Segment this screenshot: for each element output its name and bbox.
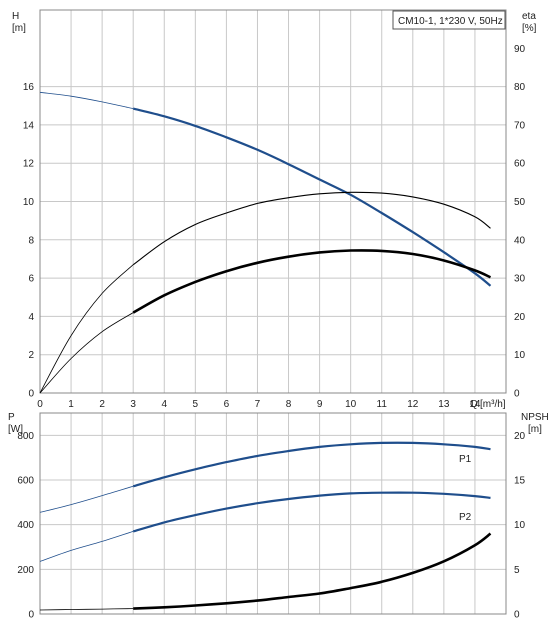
x-tick-label: 11 xyxy=(377,399,388,410)
x-tick-label: 0 xyxy=(37,399,43,410)
x-tick-label: 6 xyxy=(224,399,230,410)
y-left-tick-label: 14 xyxy=(23,120,35,131)
top-right-axis-unit: [%] xyxy=(522,23,537,34)
y-right-tick-label: 50 xyxy=(514,197,526,208)
bottom-plot-frame xyxy=(39,412,507,615)
bottom-plot-ticks: 0 200 400 600 800 0 5 10 15 20 xyxy=(17,431,525,621)
x-axis-name: Q xyxy=(470,399,478,410)
series-line-1 xyxy=(132,191,491,266)
x-tick-label: 2 xyxy=(99,399,105,410)
x-tick-label: 1 xyxy=(68,399,74,410)
x-tick-label: 8 xyxy=(286,399,292,410)
series-line-1-low-flow xyxy=(39,531,134,562)
y-right-tick-label: 0 xyxy=(514,610,520,621)
series-line-1 xyxy=(132,491,491,533)
y-right-tick-label: 20 xyxy=(514,431,526,442)
y-right-tick-label: 10 xyxy=(514,520,526,531)
x-tick-label: 12 xyxy=(407,399,419,410)
y-right-tick-label: 30 xyxy=(514,274,526,285)
series-line-2-low-flow xyxy=(39,312,134,394)
bottom-right-axis-unit: [m] xyxy=(528,424,542,435)
y-right-tick-label: 70 xyxy=(514,120,526,131)
y-right-tick-label: 40 xyxy=(514,235,526,246)
x-tick-label: 14 xyxy=(469,399,481,410)
y-right-tick-label: 15 xyxy=(514,476,526,487)
chart-title: CM10-1, 1*230 V, 50Hz xyxy=(398,16,503,27)
y-right-tick-label: 20 xyxy=(514,312,526,323)
chart-title-box: CM10-1, 1*230 V, 50Hz xyxy=(392,10,506,30)
y-left-tick-label: 2 xyxy=(28,350,34,361)
y-left-tick-label: 4 xyxy=(28,312,34,323)
y-left-tick-label: 0 xyxy=(28,610,34,621)
series-line-0 xyxy=(132,441,491,488)
top-left-axis-name: H xyxy=(12,11,19,22)
series-label-p2: P2 xyxy=(459,512,472,523)
y-left-tick-label: 16 xyxy=(23,82,35,93)
y-left-tick-label: 400 xyxy=(17,520,34,531)
y-right-tick-label: 0 xyxy=(514,389,520,400)
y-left-tick-label: 8 xyxy=(28,235,34,246)
series-line-0-low-flow xyxy=(39,485,134,513)
y-left-tick-label: 6 xyxy=(28,274,34,285)
top-plot-frame xyxy=(39,9,507,394)
series-line-2-low-flow xyxy=(39,608,134,611)
y-left-tick-label: 10 xyxy=(23,197,35,208)
series-line-0-low-flow xyxy=(39,91,134,109)
top-plot-curves xyxy=(39,91,492,394)
x-tick-label: 10 xyxy=(345,399,357,410)
series-line-2 xyxy=(132,249,492,314)
x-tick-label: 7 xyxy=(255,399,261,410)
y-right-tick-label: 60 xyxy=(514,159,526,170)
top-plot-grid xyxy=(40,10,506,393)
x-tick-label: 5 xyxy=(193,399,199,410)
y-right-tick-label: 90 xyxy=(514,44,526,55)
y-right-tick-label: 5 xyxy=(514,565,520,576)
bottom-left-axis-name: P xyxy=(8,412,15,423)
x-tick-label: 3 xyxy=(130,399,136,410)
top-right-axis-name: eta xyxy=(522,11,536,22)
series-label-p1: P1 xyxy=(459,454,472,465)
bottom-plot-curves xyxy=(39,441,492,611)
x-tick-label: 13 xyxy=(438,399,450,410)
series-line-0 xyxy=(132,107,492,287)
bottom-left-axis-unit: [W] xyxy=(8,424,23,435)
y-left-tick-label: 800 xyxy=(17,431,34,442)
y-right-tick-label: 80 xyxy=(514,82,526,93)
series-line-2 xyxy=(133,532,492,610)
bottom-right-axis-name: NPSH xyxy=(521,412,549,423)
x-tick-label: 4 xyxy=(161,399,167,410)
y-left-tick-label: 12 xyxy=(23,159,35,170)
top-left-axis-unit: [m] xyxy=(12,23,26,34)
x-tick-label: 9 xyxy=(317,399,323,410)
y-right-tick-label: 10 xyxy=(514,350,526,361)
series-line-1-low-flow xyxy=(39,264,134,394)
y-left-tick-label: 200 xyxy=(17,565,34,576)
y-left-tick-label: 0 xyxy=(28,389,34,400)
y-left-tick-label: 600 xyxy=(17,476,34,487)
x-axis-unit: [m³/h] xyxy=(480,399,506,410)
